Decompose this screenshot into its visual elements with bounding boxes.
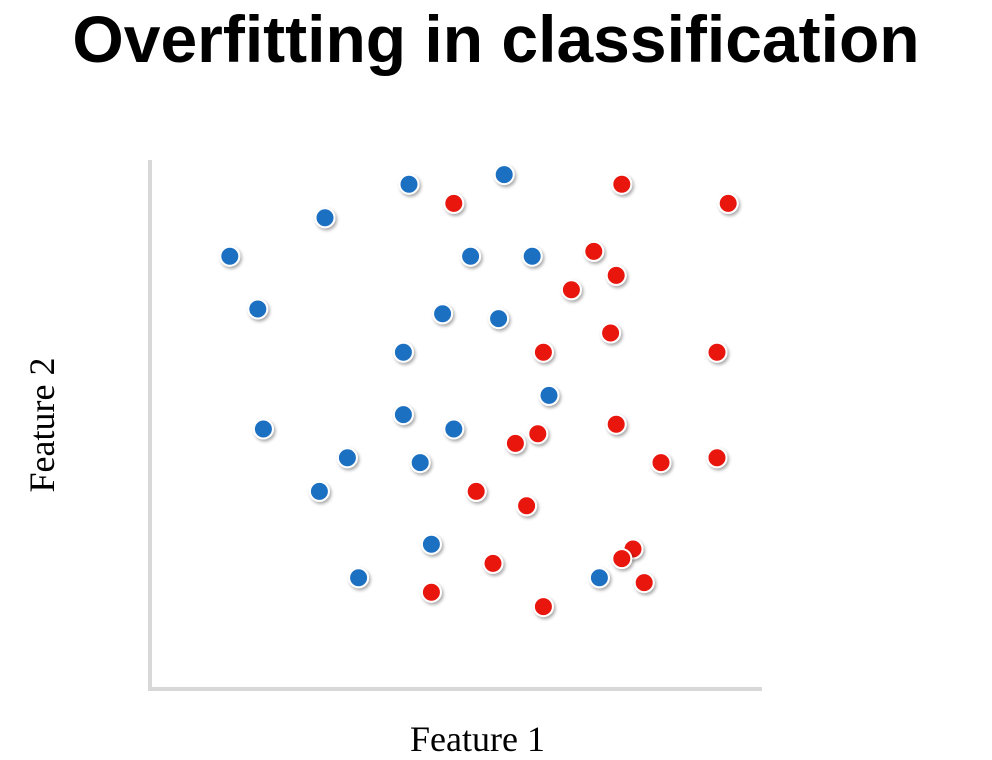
x-axis-label: Feature 1 (410, 719, 545, 759)
blue-point-9 (488, 308, 510, 330)
red-point-5 (605, 264, 627, 286)
blue-point-12 (392, 404, 414, 426)
red-point-20 (633, 572, 655, 594)
red-point-18 (611, 548, 633, 570)
red-point-7 (600, 322, 622, 344)
red-point-10 (527, 423, 549, 445)
red-point-1 (611, 173, 633, 195)
red-point-11 (605, 413, 627, 435)
blue-point-15 (336, 447, 358, 469)
blue-point-11 (538, 384, 560, 406)
red-point-19 (482, 552, 504, 574)
points-layer (219, 164, 739, 618)
blue-point-1 (398, 173, 420, 195)
page-title: Overfitting in classification (72, 2, 920, 76)
red-point-12 (504, 432, 526, 454)
blue-point-5 (460, 245, 482, 267)
blue-point-14 (252, 418, 274, 440)
blue-point-18 (420, 533, 442, 555)
red-point-14 (706, 447, 728, 469)
y-axis-label: Feature 2 (22, 357, 62, 493)
red-point-8 (532, 341, 554, 363)
red-point-9 (706, 341, 728, 363)
red-point-22 (532, 596, 554, 618)
blue-point-4 (219, 245, 241, 267)
blue-point-19 (348, 567, 370, 589)
blue-point-7 (247, 298, 269, 320)
red-point-3 (717, 192, 739, 214)
blue-point-2 (493, 164, 515, 186)
blue-point-10 (392, 341, 414, 363)
red-point-13 (650, 452, 672, 474)
red-point-16 (516, 495, 538, 517)
blue-point-16 (409, 452, 431, 474)
blue-point-3 (314, 207, 336, 229)
blue-point-17 (308, 480, 330, 502)
red-point-4 (583, 240, 605, 262)
blue-point-20 (588, 567, 610, 589)
red-point-2 (443, 192, 465, 214)
blue-point-13 (443, 418, 465, 440)
red-point-6 (560, 279, 582, 301)
blue-point-6 (521, 245, 543, 267)
red-point-21 (420, 581, 442, 603)
blue-point-8 (432, 303, 454, 325)
red-point-15 (465, 480, 487, 502)
